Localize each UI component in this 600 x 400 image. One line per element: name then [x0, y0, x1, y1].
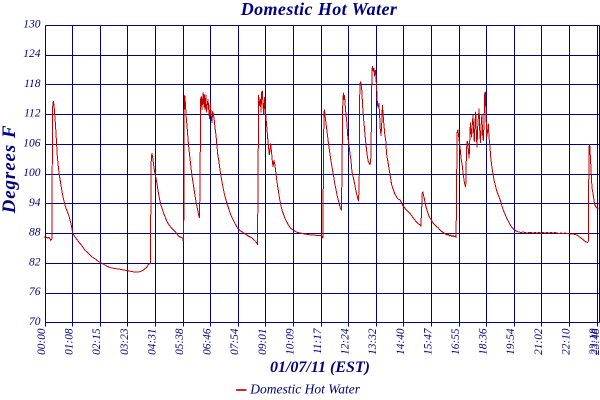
svg-text:100: 100 — [23, 167, 41, 179]
svg-text:07:54: 07:54 — [229, 328, 241, 355]
svg-text:22:10: 22:10 — [560, 328, 572, 355]
svg-text:82: 82 — [29, 257, 41, 269]
svg-text:94: 94 — [29, 197, 41, 209]
svg-text:01/07/11 (EST): 01/07/11 (EST) — [270, 359, 370, 376]
svg-text:02:15: 02:15 — [91, 328, 103, 355]
svg-text:70: 70 — [29, 316, 41, 328]
svg-text:06:46: 06:46 — [202, 328, 214, 355]
svg-text:76: 76 — [29, 286, 41, 298]
svg-text:21:02: 21:02 — [533, 328, 545, 355]
svg-text:12:24: 12:24 — [340, 328, 352, 355]
svg-text:Degrees F: Degrees F — [0, 125, 20, 215]
svg-text:11:17: 11:17 — [312, 327, 324, 354]
svg-text:15:47: 15:47 — [422, 327, 434, 355]
svg-text:05:38: 05:38 — [174, 328, 186, 355]
svg-text:23:48: 23:48 — [590, 328, 600, 355]
svg-text:124: 124 — [23, 48, 41, 60]
svg-text:88: 88 — [29, 227, 41, 239]
svg-text:04:31: 04:31 — [146, 329, 158, 355]
svg-text:10:09: 10:09 — [284, 328, 296, 355]
svg-text:19:54: 19:54 — [505, 328, 517, 355]
svg-text:16:55: 16:55 — [450, 328, 462, 355]
svg-text:Domestic Hot Water: Domestic Hot Water — [249, 382, 360, 397]
svg-text:130: 130 — [23, 19, 41, 31]
svg-text:112: 112 — [24, 108, 41, 120]
svg-text:01:08: 01:08 — [64, 328, 76, 355]
svg-text:118: 118 — [24, 78, 41, 90]
svg-text:106: 106 — [23, 138, 41, 150]
svg-text:23:18: 23:18 — [588, 328, 600, 355]
svg-text:18:36: 18:36 — [478, 328, 490, 355]
svg-text:03:23: 03:23 — [119, 328, 131, 355]
svg-text:09:01: 09:01 — [257, 329, 269, 355]
svg-text:14:40: 14:40 — [395, 328, 407, 355]
svg-text:Domestic Hot Water: Domestic Hot Water — [240, 0, 398, 19]
svg-text:13:32: 13:32 — [367, 328, 379, 355]
svg-text:00:00: 00:00 — [36, 328, 48, 355]
